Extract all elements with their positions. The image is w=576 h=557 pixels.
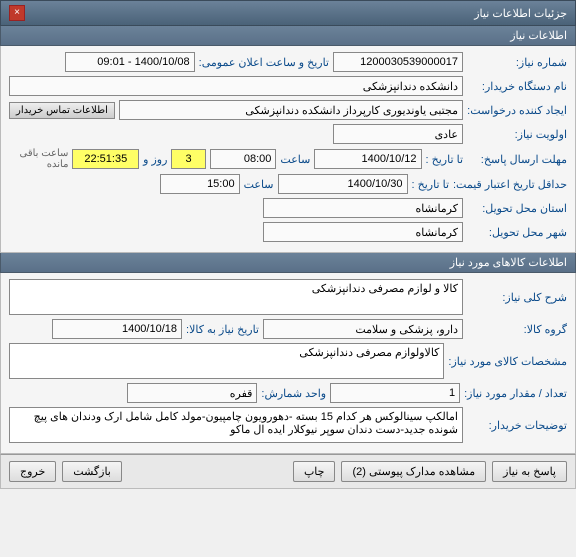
label-reply-deadline: مهلت ارسال پاسخ: bbox=[467, 153, 567, 166]
label-buyer-org: نام دستگاه خریدار: bbox=[467, 80, 567, 93]
row-priority: اولویت نیاز: عادی bbox=[9, 124, 567, 144]
label-need-no: شماره نیاز: bbox=[467, 56, 567, 69]
section-need-info: اطلاعات نیاز bbox=[0, 26, 576, 46]
row-qty: تعداد / مقدار مورد نیاز: 1 واحد شمارش: ق… bbox=[9, 383, 567, 403]
label-at-time-1: ساعت bbox=[280, 153, 310, 166]
window-title: جزئیات اطلاعات نیاز bbox=[474, 7, 567, 20]
field-days-left: 3 bbox=[171, 149, 205, 169]
label-goods-group: گروه کالا: bbox=[467, 323, 567, 336]
contact-info-button[interactable]: اطلاعات تماس خریدار bbox=[9, 102, 115, 119]
field-goods-spec: کالاولوازم مصرفی دندانپزشکی bbox=[9, 343, 444, 379]
field-buyer-notes: امالکپ سینالوکس هر کدام 15 بسته -دهورویو… bbox=[9, 407, 463, 443]
field-reply-time: 08:00 bbox=[210, 149, 277, 169]
row-province: استان محل تحویل: کرمانشاه bbox=[9, 198, 567, 218]
row-reply-deadline: مهلت ارسال پاسخ: تا تاریخ : 1400/10/12 س… bbox=[9, 148, 567, 170]
label-priority: اولویت نیاز: bbox=[467, 128, 567, 141]
row-need-no: شماره نیاز: 1200030539000017 تاریخ و ساع… bbox=[9, 52, 567, 72]
row-buyer-notes: توضیحات خریدار: امالکپ سینالوکس هر کدام … bbox=[9, 407, 567, 443]
label-to-date-2: تا تاریخ : bbox=[412, 178, 449, 191]
row-goods-group: گروه کالا: دارو، پزشکی و سلامت تاریخ نیا… bbox=[9, 319, 567, 339]
field-requester: مجتبی یاوندیوری کارپرداز دانشکده دندانپز… bbox=[119, 100, 463, 120]
label-qty: تعداد / مقدار مورد نیاز: bbox=[464, 387, 567, 400]
field-price-valid-date: 1400/10/30 bbox=[278, 174, 408, 194]
label-city: شهر محل تحویل: bbox=[467, 226, 567, 239]
label-goods-need-date: تاریخ نیاز به کالا: bbox=[186, 323, 259, 336]
field-buyer-org: دانشکده دندانپزشکی bbox=[9, 76, 463, 96]
field-unit: قفره bbox=[127, 383, 257, 403]
label-hours-left: ساعت باقی مانده bbox=[9, 148, 68, 170]
title-bar: جزئیات اطلاعات نیاز × bbox=[0, 0, 576, 26]
label-at-time-2: ساعت bbox=[244, 178, 274, 191]
reply-button[interactable]: پاسخ به نیاز bbox=[492, 461, 567, 482]
need-info-panel: شماره نیاز: 1200030539000017 تاریخ و ساع… bbox=[0, 46, 576, 253]
label-general-desc: شرح کلی نیاز: bbox=[467, 291, 567, 304]
label-goods-spec: مشخصات کالای مورد نیاز: bbox=[448, 355, 567, 368]
field-reply-date: 1400/10/12 bbox=[314, 149, 421, 169]
label-days-and: روز و bbox=[143, 153, 167, 166]
footer-spacer bbox=[128, 461, 287, 482]
print-button[interactable]: چاپ bbox=[293, 461, 336, 482]
field-city: کرمانشاه bbox=[263, 222, 463, 242]
row-goods-spec: مشخصات کالای مورد نیاز: کالاولوازم مصرفی… bbox=[9, 343, 567, 379]
attachments-button[interactable]: مشاهده مدارک پیوستی (2) bbox=[341, 461, 486, 482]
section-goods-info: اطلاعات کالاهای مورد نیاز bbox=[0, 253, 576, 273]
row-requester: ایجاد کننده درخواست: مجتبی یاوندیوری کار… bbox=[9, 100, 567, 120]
field-goods-group: دارو، پزشکی و سلامت bbox=[263, 319, 463, 339]
footer-toolbar: پاسخ به نیاز مشاهده مدارک پیوستی (2) چاپ… bbox=[0, 454, 576, 489]
field-province: کرمانشاه bbox=[263, 198, 463, 218]
field-qty: 1 bbox=[330, 383, 460, 403]
label-to-date-1: تا تاریخ : bbox=[426, 153, 463, 166]
back-button[interactable]: بازگشت bbox=[62, 461, 122, 482]
row-price-valid: حداقل تاریخ اعتبار قیمت: تا تاریخ : 1400… bbox=[9, 174, 567, 194]
label-requester: ایجاد کننده درخواست: bbox=[467, 104, 567, 117]
field-need-no: 1200030539000017 bbox=[333, 52, 463, 72]
field-public-date: 1400/10/08 - 09:01 bbox=[65, 52, 195, 72]
label-province: استان محل تحویل: bbox=[467, 202, 567, 215]
field-general-desc: کالا و لوازم مصرفی دندانپزشکی bbox=[9, 279, 463, 315]
exit-button[interactable]: خروج bbox=[9, 461, 56, 482]
field-goods-need-date: 1400/10/18 bbox=[52, 319, 182, 339]
label-public-date: تاریخ و ساعت اعلان عمومی: bbox=[199, 56, 329, 69]
row-city: شهر محل تحویل: کرمانشاه bbox=[9, 222, 567, 242]
goods-info-panel: شرح کلی نیاز: کالا و لوازم مصرفی دندانپز… bbox=[0, 273, 576, 454]
label-price-valid: حداقل تاریخ اعتبار قیمت: bbox=[453, 178, 567, 191]
field-hours-left: 22:51:35 bbox=[72, 149, 139, 169]
field-price-valid-time: 15:00 bbox=[160, 174, 240, 194]
row-buyer-org: نام دستگاه خریدار: دانشکده دندانپزشکی bbox=[9, 76, 567, 96]
field-priority: عادی bbox=[333, 124, 463, 144]
row-general-desc: شرح کلی نیاز: کالا و لوازم مصرفی دندانپز… bbox=[9, 279, 567, 315]
label-buyer-notes: توضیحات خریدار: bbox=[467, 419, 567, 432]
close-icon[interactable]: × bbox=[9, 5, 25, 21]
label-unit: واحد شمارش: bbox=[261, 387, 326, 400]
